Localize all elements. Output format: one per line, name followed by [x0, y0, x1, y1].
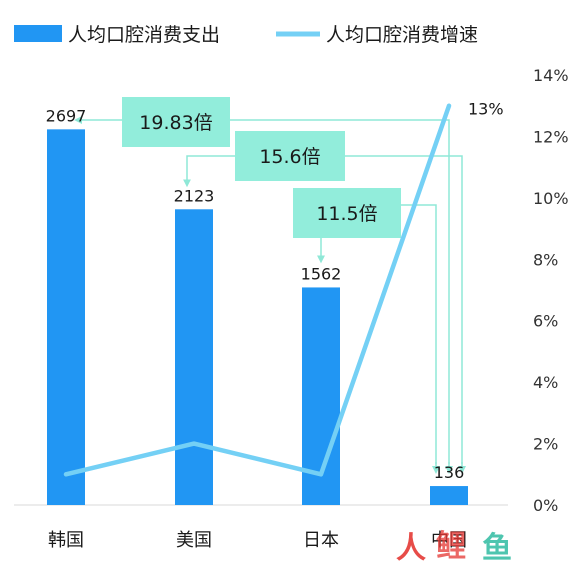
- svg-text:鲤: 鲤: [436, 529, 466, 564]
- y2-tick-label-4: 8%: [533, 250, 558, 269]
- bars-layer: [47, 129, 468, 505]
- x-tick-label-0: 韩国: [48, 530, 84, 551]
- growth-point-label: 13%: [468, 100, 504, 119]
- annotation-layer: 19.83倍 15.6倍 11.5倍: [74, 97, 466, 475]
- y2-tick-label-6: 12%: [533, 127, 569, 146]
- svg-text:鱼: 鱼: [482, 531, 512, 566]
- growth-point-2: [319, 472, 323, 477]
- line-layer: [63, 103, 452, 477]
- annotation-label-2: 11.5倍: [316, 203, 377, 225]
- growth-point-1: [192, 441, 196, 446]
- legend-line-label: 人均口腔消费增速: [326, 24, 478, 46]
- growth-point-0: [64, 472, 68, 477]
- bar-value-label-3: 136: [434, 463, 465, 482]
- legend-bar-label: 人均口腔消费支出: [68, 24, 220, 46]
- y2-tick-label-1: 2%: [533, 435, 558, 454]
- y2-tick-label-5: 10%: [533, 189, 569, 208]
- bar-1: [175, 209, 213, 505]
- y2-tick-label-2: 4%: [533, 373, 558, 392]
- bar-value-label-1: 2123: [174, 186, 215, 205]
- y2-tick-label-0: 0%: [533, 496, 558, 515]
- x-tick-label-2: 日本: [303, 530, 339, 551]
- annotation-label-1: 15.6倍: [259, 146, 320, 168]
- bar-0: [47, 129, 85, 505]
- y2-tick-label-7: 14%: [533, 66, 569, 85]
- x-tick-label-3: 中国: [431, 530, 467, 551]
- annotation-box-2: [293, 188, 401, 238]
- bar-value-label-2: 1562: [301, 264, 342, 283]
- annotation-box-1: [235, 131, 345, 181]
- svg-text:人: 人: [396, 531, 426, 566]
- x-axis: 韩国 美国 日本 中国: [48, 530, 467, 551]
- labels-layer: 2697 2123 1562 136 13%: [46, 100, 504, 482]
- bar-value-label-0: 2697: [46, 106, 87, 125]
- annotation-label-0: 19.83倍: [139, 112, 212, 134]
- y2-tick-label-3: 6%: [533, 312, 558, 331]
- x-tick-label-1: 美国: [176, 530, 212, 551]
- y2-axis: 0% 2% 4% 6% 8% 10% 12% 14%: [533, 66, 569, 515]
- annotation-box-0: [122, 97, 230, 147]
- legend: 人均口腔消费支出 人均口腔消费增速: [14, 24, 478, 46]
- growth-line: [63, 103, 452, 477]
- watermark-logo-icon: 人 鲤 鱼: [396, 529, 512, 566]
- legend-bar-swatch: [14, 25, 62, 42]
- bar-3: [430, 486, 468, 505]
- growth-point-3: [447, 103, 451, 108]
